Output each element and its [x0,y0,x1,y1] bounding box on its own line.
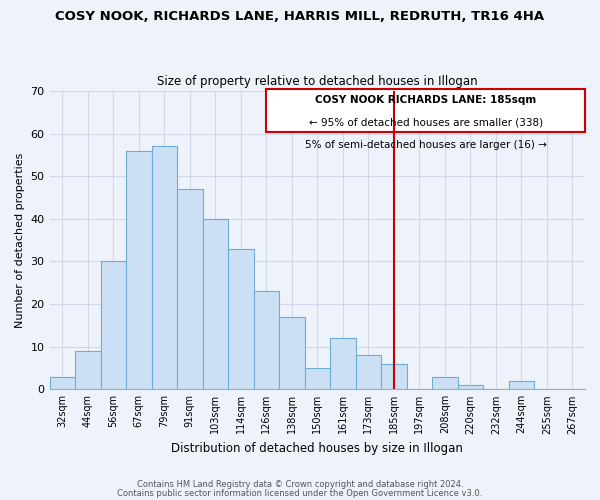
Text: ← 95% of detached houses are smaller (338): ← 95% of detached houses are smaller (33… [308,118,542,128]
Bar [203,219,228,390]
Bar [509,381,534,390]
Bar [152,146,177,390]
Bar [254,292,279,390]
Bar [432,376,458,390]
Y-axis label: Number of detached properties: Number of detached properties [15,152,25,328]
X-axis label: Distribution of detached houses by size in Illogan: Distribution of detached houses by size … [172,442,463,455]
Bar [279,317,305,390]
Bar [177,189,203,390]
FancyBboxPatch shape [266,89,585,132]
Text: Contains HM Land Registry data © Crown copyright and database right 2024.: Contains HM Land Registry data © Crown c… [137,480,463,489]
Bar [75,351,101,390]
Bar [330,338,356,390]
Bar [228,248,254,390]
Bar [305,368,330,390]
Text: Contains public sector information licensed under the Open Government Licence v3: Contains public sector information licen… [118,488,482,498]
Bar [50,376,75,390]
Text: COSY NOOK RICHARDS LANE: 185sqm: COSY NOOK RICHARDS LANE: 185sqm [315,95,536,105]
Title: Size of property relative to detached houses in Illogan: Size of property relative to detached ho… [157,76,478,88]
Bar [356,355,381,390]
Bar [101,262,126,390]
Bar [381,364,407,390]
Bar [126,150,152,390]
Bar [458,385,483,390]
Text: 5% of semi-detached houses are larger (16) →: 5% of semi-detached houses are larger (1… [305,140,547,149]
Text: COSY NOOK, RICHARDS LANE, HARRIS MILL, REDRUTH, TR16 4HA: COSY NOOK, RICHARDS LANE, HARRIS MILL, R… [55,10,545,23]
